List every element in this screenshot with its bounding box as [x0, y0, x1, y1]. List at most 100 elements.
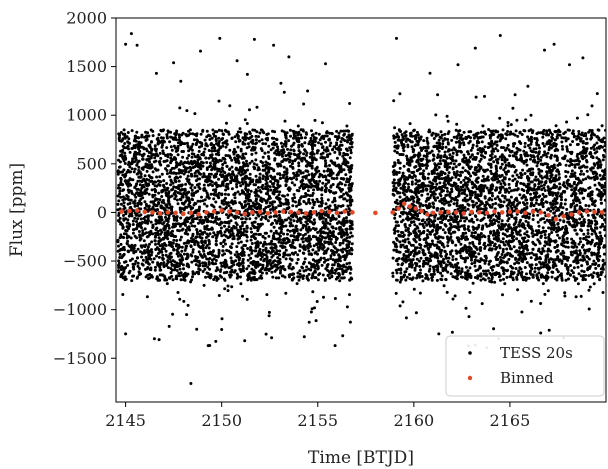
tess-point [136, 217, 140, 221]
tess-point [135, 191, 138, 195]
tess-point [126, 202, 130, 206]
tess-point [210, 136, 214, 140]
tess-point [158, 263, 162, 266]
tess-point [258, 180, 262, 184]
tess-point [189, 166, 193, 170]
tess-point [137, 136, 140, 140]
tess-point [157, 239, 161, 243]
tess-point [131, 228, 135, 232]
tess-point [505, 275, 509, 279]
tess-point [147, 174, 151, 178]
tess-point [241, 266, 245, 270]
tess-point [279, 204, 283, 208]
tess-point [602, 252, 606, 256]
tess-point [320, 188, 324, 192]
tess-point [276, 266, 280, 270]
tess-point [595, 212, 599, 216]
tess-point [259, 251, 263, 255]
tess-point [270, 203, 274, 206]
tess-point [170, 274, 174, 278]
tess-point [205, 191, 209, 195]
tess-point [220, 328, 224, 331]
tess-point [177, 271, 181, 275]
tess-point [254, 188, 258, 192]
tess-point [182, 172, 186, 176]
tess-point [157, 133, 161, 137]
tess-point [253, 148, 257, 151]
tess-point [499, 255, 502, 259]
tess-point [483, 261, 487, 265]
tess-point [260, 267, 264, 271]
tess-point [207, 238, 211, 242]
tess-point [118, 160, 122, 164]
tess-point [539, 158, 543, 162]
tess-point [468, 139, 472, 143]
tess-point [116, 169, 120, 173]
tess-point [176, 254, 180, 258]
tess-point [350, 164, 354, 167]
tess-point [258, 247, 262, 251]
tess-point [290, 177, 294, 181]
tess-point [138, 233, 142, 237]
tess-point [320, 201, 324, 205]
tess-point [201, 247, 205, 251]
tess-point [291, 143, 295, 147]
tess-point [499, 182, 503, 186]
tess-point [330, 274, 334, 278]
tess-point [276, 179, 280, 183]
tess-point [170, 148, 174, 152]
tess-point [217, 191, 221, 195]
tess-point [296, 133, 300, 137]
tess-point [404, 139, 408, 143]
tess-point [292, 132, 296, 136]
tess-point [238, 127, 242, 131]
tess-point [235, 182, 239, 186]
tess-point [223, 278, 227, 282]
tess-point [160, 195, 164, 198]
tess-point [165, 136, 169, 140]
tess-point [305, 159, 308, 163]
tess-point [179, 216, 183, 220]
tess-point [271, 234, 275, 238]
tess-point [339, 129, 343, 133]
tess-point [240, 167, 244, 171]
tess-point [421, 248, 425, 252]
tess-point [223, 161, 227, 164]
tess-point [291, 266, 295, 269]
tess-point [307, 272, 311, 276]
tess-point [250, 159, 254, 163]
tess-point [251, 276, 255, 280]
tess-point [338, 243, 342, 247]
tess-point [285, 218, 288, 222]
tess-point [170, 245, 174, 248]
tess-point [207, 149, 211, 152]
tess-point [348, 227, 352, 231]
tess-point [261, 161, 265, 165]
tess-point [221, 137, 225, 140]
tess-point [135, 213, 139, 217]
tess-point [191, 270, 195, 274]
tess-point [526, 135, 530, 139]
tess-point [328, 222, 332, 226]
tess-point [159, 156, 163, 160]
tess-point [316, 267, 320, 271]
tess-point [209, 220, 213, 224]
tess-point [294, 200, 297, 204]
tess-point [173, 132, 177, 136]
tess-point [339, 221, 343, 225]
tess-point [578, 237, 582, 240]
tess-point [205, 180, 209, 183]
tess-point [329, 219, 333, 223]
tess-point [182, 299, 186, 303]
tess-point [345, 192, 349, 196]
tess-point [240, 156, 244, 160]
tess-point [220, 317, 224, 321]
tess-point [169, 271, 173, 275]
tess-point [232, 152, 236, 156]
tess-point [312, 218, 316, 222]
tess-point [151, 226, 155, 229]
tess-point [138, 145, 142, 149]
tess-point [197, 259, 201, 263]
tess-point [131, 244, 135, 248]
tess-point [296, 258, 300, 261]
